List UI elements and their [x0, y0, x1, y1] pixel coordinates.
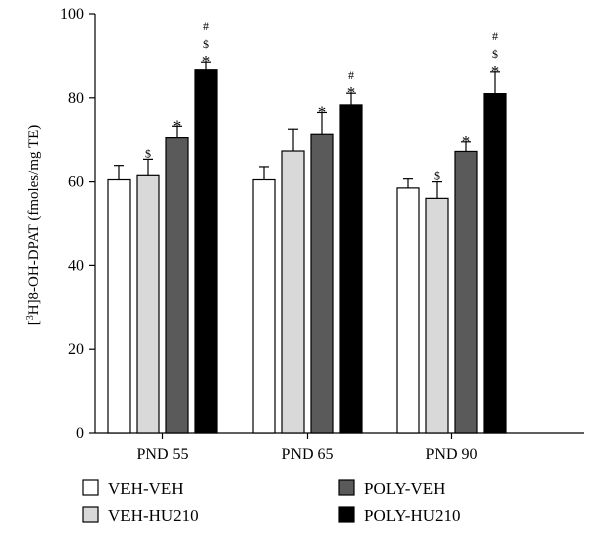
- y-tick-label: 20: [68, 341, 84, 358]
- y-tick-label: 100: [60, 6, 84, 23]
- x-tick-label: PND 65: [281, 446, 333, 463]
- y-tick-label: 0: [76, 425, 84, 442]
- y-axis-title-part-2: H]8-OH-DPAT (fmoles/mg TE): [26, 125, 42, 316]
- legend: VEH-VEH VEH-HU210 POLY-VEH POLY-HU210: [82, 479, 461, 525]
- significance-marker: *: [347, 83, 356, 102]
- bar: [194, 69, 218, 434]
- significance-marker: *: [491, 62, 500, 81]
- significance-marker: $: [492, 47, 498, 61]
- bar: [396, 187, 420, 434]
- legend-label: VEH-HU210: [108, 506, 199, 525]
- legend-swatch: [82, 506, 99, 523]
- significance-marker: *: [202, 52, 211, 71]
- significance-marker: #: [492, 29, 498, 43]
- bar: [252, 178, 276, 434]
- chart-axes: 0 20 40 60 80 100 PND 55 PND 65 PND 90: [60, 6, 584, 463]
- y-tick-label: 40: [68, 257, 84, 274]
- significance-marker: *: [318, 102, 327, 121]
- y-tick-label: 60: [68, 174, 84, 191]
- x-tick-label: PND 90: [425, 446, 477, 463]
- bar: [136, 174, 160, 434]
- legend-label: VEH-VEH: [108, 479, 184, 498]
- bar: [281, 150, 305, 434]
- bar: [483, 93, 507, 434]
- y-axis-title-part-1: [: [26, 320, 42, 325]
- significance-marker: $: [145, 146, 151, 160]
- legend-swatch: [82, 479, 99, 496]
- significance-marker: #: [348, 68, 354, 82]
- bar: [310, 133, 334, 434]
- bar: [165, 137, 189, 434]
- bar: [107, 178, 131, 434]
- significance-marker: #: [203, 19, 209, 33]
- y-axis-title: [3H]8-OH-DPAT (fmoles/mg TE): [25, 125, 43, 326]
- significance-marker: *: [173, 116, 182, 135]
- bar: [454, 150, 478, 434]
- legend-swatch: [338, 479, 355, 496]
- significance-markers: $$****$#*# *$#: [145, 19, 499, 182]
- y-tick-label: 80: [68, 90, 84, 107]
- legend-swatch: [338, 506, 355, 523]
- chart-bars: [107, 61, 507, 434]
- significance-marker: *: [462, 132, 471, 151]
- significance-marker: $: [434, 169, 440, 183]
- x-tick-label: PND 55: [136, 446, 188, 463]
- significance-marker: $: [203, 37, 209, 51]
- bar: [339, 104, 363, 434]
- y-axis-title-superscript: 3: [25, 315, 36, 320]
- legend-label: POLY-HU210: [364, 506, 461, 525]
- bar: [425, 197, 449, 434]
- legend-label: POLY-VEH: [364, 479, 445, 498]
